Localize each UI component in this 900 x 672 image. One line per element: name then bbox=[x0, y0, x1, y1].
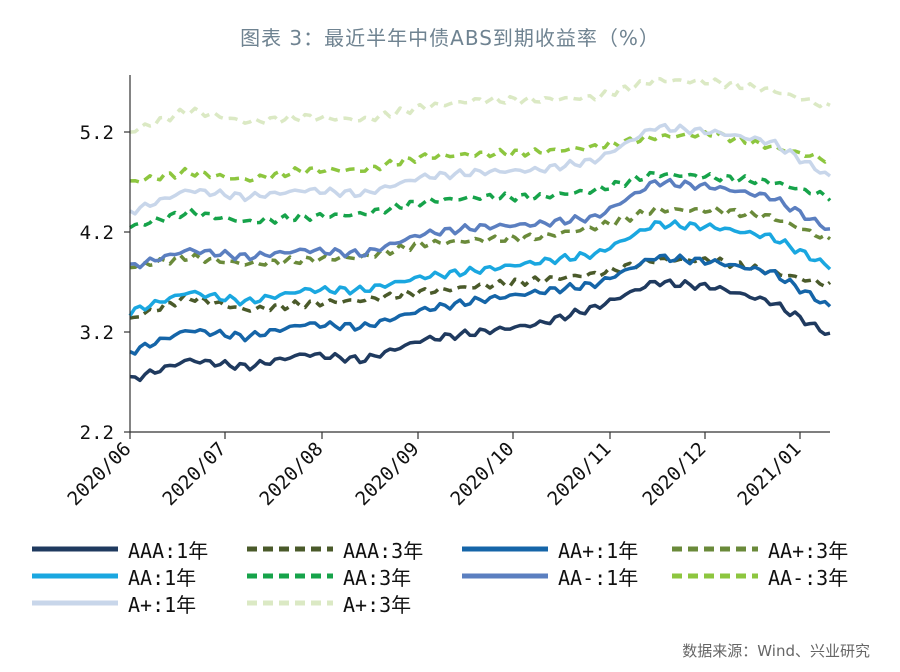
series-line bbox=[129, 130, 832, 184]
series-lines bbox=[128, 76, 832, 383]
series-line bbox=[129, 205, 832, 270]
series-line bbox=[128, 219, 832, 317]
series-line bbox=[129, 177, 831, 270]
legend-swatch bbox=[672, 546, 758, 552]
legend-label: A+:3年 bbox=[343, 592, 412, 617]
legend-label: AA-:1年 bbox=[558, 565, 639, 590]
legend-swatch bbox=[672, 573, 758, 579]
legend-swatch bbox=[247, 546, 333, 552]
x-tick-label: 2020/07 bbox=[158, 438, 230, 510]
x-tick-label: 2020/06 bbox=[63, 438, 135, 510]
x-tick-label: 2020/12 bbox=[638, 438, 710, 510]
y-tick-label: 3.2 bbox=[80, 322, 114, 344]
source-note: 数据来源：Wind、兴业研究 bbox=[682, 642, 870, 660]
legend-label: AAA:3年 bbox=[343, 538, 424, 563]
legend-label: A+:1年 bbox=[128, 592, 197, 617]
legend-label: AA+:3年 bbox=[768, 538, 849, 563]
x-tick-label: 2020/10 bbox=[446, 438, 518, 510]
legend-swatch bbox=[462, 546, 548, 552]
x-tick-label: 2020/08 bbox=[255, 438, 327, 510]
line-chart: 2.2 3.2 4.2 5.2 2020/06 2020/07 2020/08 2020/09… bbox=[63, 75, 832, 510]
series-line bbox=[129, 122, 832, 216]
series-line bbox=[129, 170, 832, 230]
legend-item: AA-:3年 bbox=[670, 563, 849, 590]
legend-item: AA-:1年 bbox=[460, 563, 639, 590]
legend-item: AAA:3年 bbox=[245, 536, 424, 563]
legend-item: AA:1年 bbox=[30, 563, 197, 590]
legend-item: A+:1年 bbox=[30, 590, 197, 617]
x-tick-label: 2021/01 bbox=[733, 438, 805, 510]
legend-swatch bbox=[32, 573, 118, 579]
series-line bbox=[129, 76, 831, 134]
x-tick-label: 2020/09 bbox=[351, 438, 423, 510]
y-tick-label: 2.2 bbox=[80, 422, 114, 444]
legend-swatch bbox=[32, 546, 118, 552]
axes: 2.2 3.2 4.2 5.2 2020/06 2020/07 2020/08 2020/09… bbox=[63, 75, 830, 510]
legend-label: AAA:1年 bbox=[128, 538, 209, 563]
chart-title: 图表 3：最近半年中债ABS到期收益率（%） bbox=[240, 26, 660, 50]
y-tick-label: 4.2 bbox=[80, 222, 114, 244]
legend-swatch bbox=[462, 573, 548, 579]
series-line bbox=[129, 256, 832, 320]
y-tick-label: 5.2 bbox=[80, 122, 114, 144]
legend-item: AAA:1年 bbox=[30, 536, 209, 563]
series-line bbox=[129, 253, 832, 356]
series-line bbox=[129, 278, 831, 383]
legend-swatch bbox=[247, 600, 333, 606]
legend-item: A+:3年 bbox=[245, 590, 412, 617]
legend-label: AA:1年 bbox=[128, 565, 197, 590]
x-tick-label: 2020/11 bbox=[543, 438, 615, 510]
legend-item: AA:3年 bbox=[245, 563, 412, 590]
legend-item: AA+:1年 bbox=[460, 536, 639, 563]
legend-swatch bbox=[247, 573, 333, 579]
legend-item: AA+:3年 bbox=[670, 536, 849, 563]
legend-label: AA-:3年 bbox=[768, 565, 849, 590]
legend-label: AA:3年 bbox=[343, 565, 412, 590]
legend-swatch bbox=[32, 600, 118, 606]
legend-label: AA+:1年 bbox=[558, 538, 639, 563]
